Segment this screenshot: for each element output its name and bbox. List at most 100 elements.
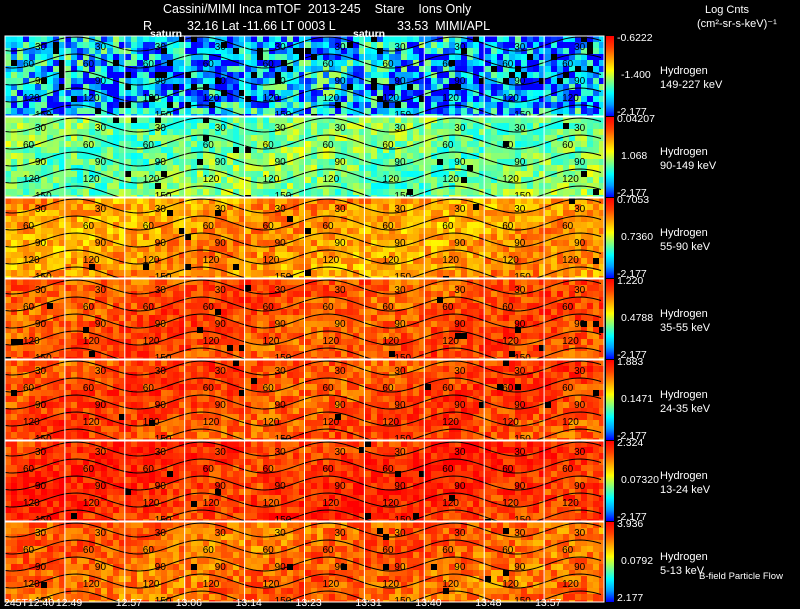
- heatmap-cell: [407, 153, 413, 159]
- heatmap-cell: [353, 153, 359, 159]
- heatmap-cell: [23, 252, 29, 258]
- heatmap-cell: [569, 84, 575, 90]
- heatmap-cell: [473, 198, 479, 204]
- heatmap-cell: [551, 96, 557, 102]
- heatmap-cell: [41, 60, 47, 66]
- heatmap-cell: [239, 153, 245, 159]
- heatmap-cell: [35, 54, 41, 60]
- heatmap-cell: [29, 264, 35, 270]
- heatmap-cell: [437, 159, 443, 165]
- heatmap-cell: [287, 285, 293, 291]
- panel-border: [4, 116, 605, 198]
- heatmap-cell: [197, 36, 203, 42]
- heatmap-cell: [365, 258, 371, 264]
- heatmap-cell: [275, 279, 281, 285]
- heatmap-cell: [449, 66, 455, 72]
- heatmap-cell: [233, 36, 239, 42]
- heatmap-cell: [215, 183, 221, 189]
- heatmap-cell: [197, 252, 203, 258]
- heatmap-cell: [281, 222, 287, 228]
- heatmap-cell: [341, 141, 347, 147]
- heatmap-cell: [431, 42, 437, 48]
- heatmap-cell: [167, 309, 173, 315]
- heatmap-cell: [353, 222, 359, 228]
- heatmap-cell: [185, 42, 191, 48]
- heatmap-cell: [413, 159, 419, 165]
- heatmap-cell: [203, 222, 209, 228]
- heatmap-cell: [143, 252, 149, 258]
- heatmap-cell: [179, 264, 185, 270]
- heatmap-cell: [407, 108, 413, 114]
- heatmap-cell: [251, 48, 257, 54]
- heatmap-cell: [401, 129, 407, 135]
- heatmap-cell: [113, 297, 119, 303]
- heatmap-cell: [95, 264, 101, 270]
- heatmap-cell: [443, 297, 449, 303]
- heatmap-cell: [599, 204, 604, 210]
- heatmap-cell: [533, 189, 539, 195]
- heatmap-cell: [53, 48, 59, 54]
- heatmap-cell: [437, 147, 443, 153]
- heatmap-cell: [473, 177, 479, 183]
- heatmap-cell: [269, 159, 275, 165]
- heatmap-cell: [467, 234, 473, 240]
- heatmap-cell: [251, 84, 257, 90]
- heatmap-cell: [515, 189, 521, 195]
- heatmap-cell: [287, 198, 293, 204]
- heatmap-cell: [575, 177, 581, 183]
- heatmap-cell: [257, 189, 263, 195]
- heatmap-cell: [317, 102, 323, 108]
- heatmap-cell: [551, 216, 557, 222]
- heatmap-cell: [17, 285, 23, 291]
- heatmap-cell: [233, 153, 239, 159]
- heatmap-cell: [251, 189, 257, 195]
- heatmap-cell: [335, 72, 341, 78]
- heatmap-cell: [23, 222, 29, 228]
- contour-label: 90: [35, 238, 47, 249]
- heatmap-cell: [425, 270, 431, 276]
- heatmap-cell: [353, 147, 359, 153]
- heatmap-cell: [473, 141, 479, 147]
- heatmap-cell: [293, 123, 299, 129]
- heatmap-cell: [323, 234, 329, 240]
- heatmap-cell: [17, 189, 23, 195]
- heatmap-cell: [119, 198, 125, 204]
- heatmap-cell: [41, 222, 47, 228]
- heatmap-cell: [257, 114, 263, 116]
- heatmap-cell: [167, 60, 173, 66]
- heatmap-cell: [425, 108, 431, 114]
- heatmap-cell: [407, 183, 413, 189]
- heatmap-cell: [137, 153, 143, 159]
- heatmap-cell: [149, 108, 155, 114]
- heatmap-cell: [365, 42, 371, 48]
- heatmap-cell: [395, 90, 401, 96]
- heatmap-cell: [419, 198, 425, 204]
- heatmap-cell: [71, 159, 77, 165]
- heatmap-cell: [95, 102, 101, 108]
- heatmap-cell: [341, 48, 347, 54]
- contour-label: 30: [275, 123, 287, 134]
- heatmap-cell: [293, 78, 299, 84]
- heatmap-cell: [77, 258, 83, 264]
- heatmap-cell: [65, 276, 71, 278]
- heatmap-cell: [503, 171, 509, 177]
- heatmap-cell: [155, 303, 161, 309]
- heatmap-cell: [449, 216, 455, 222]
- heatmap-cell: [215, 252, 221, 258]
- heatmap-cell: [167, 108, 173, 114]
- heatmap-cell: [17, 114, 23, 116]
- heatmap-cell: [527, 78, 533, 84]
- heatmap-cell: [35, 165, 41, 171]
- heatmap-cell: [197, 66, 203, 72]
- heatmap-cell: [71, 246, 77, 252]
- heatmap-cell: [533, 228, 539, 234]
- heatmap-cell: [17, 72, 23, 78]
- heatmap-cell: [41, 117, 47, 123]
- heatmap-cell: [497, 96, 503, 102]
- heatmap-cell: [305, 240, 311, 246]
- heatmap-cell: [305, 183, 311, 189]
- heatmap-cell: [107, 246, 113, 252]
- heatmap-cell: [329, 240, 335, 246]
- heatmap-cell: [281, 66, 287, 72]
- heatmap-cell: [587, 276, 593, 278]
